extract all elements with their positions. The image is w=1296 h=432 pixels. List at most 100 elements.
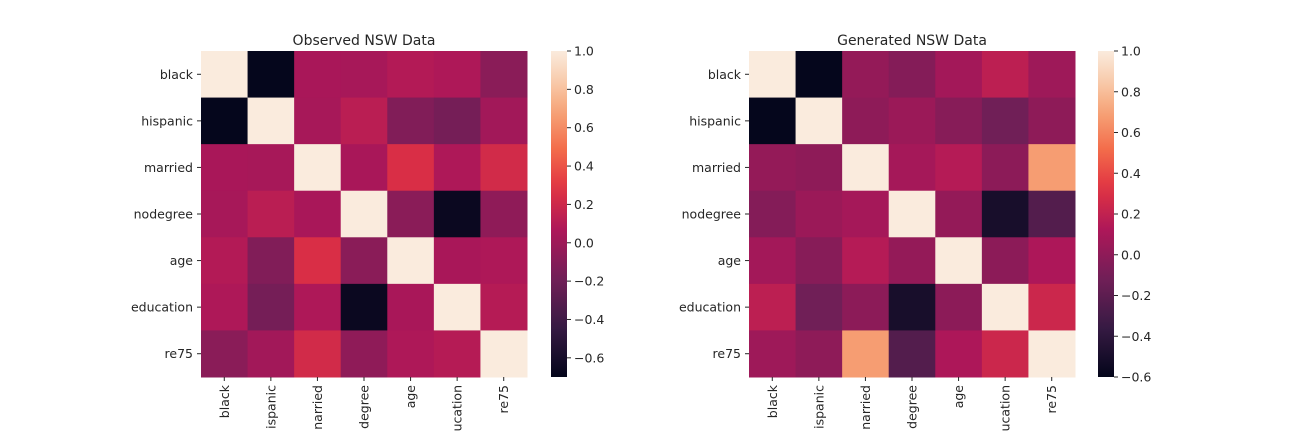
heatmap-cell [981,237,1029,285]
heatmap-cell [842,51,890,99]
heatmap-panel-1: Observed NSW Data black hispanic married nod… [131,33,604,431]
heatmap-cell [981,51,1029,99]
heatmap-cell [842,144,890,192]
y-tick-label: education [131,300,193,315]
heatmap-cell [480,51,528,99]
heatmap-cell [294,237,342,285]
heatmap-cell [749,190,797,238]
heatmap-cell [1028,237,1076,285]
x-tick-label: ispanic [263,385,278,429]
heatmap-cell [433,330,481,378]
y-tick-label: nodegree [134,207,194,222]
heatmap-cell [433,283,481,331]
heatmap-cell [294,97,342,145]
heatmap-cell [247,51,295,99]
heatmap-cell [1028,283,1076,331]
heatmap-cell [981,97,1029,145]
x-tick-label: black [217,384,232,418]
heatmap-cell [842,190,890,238]
heatmap-cell [340,51,388,99]
heatmap-cell [480,144,528,192]
heatmap-cell [480,190,528,238]
heatmap-cell [795,51,843,99]
heatmap-cell [1028,144,1076,192]
y-tick-label: black [160,67,194,82]
heatmap-panel-2: Generated NSW Data black hispanic married no… [679,33,1151,431]
heatmap-cell [842,283,890,331]
heatmap-cell [247,190,295,238]
colorbar-tick-label: −0.2 [1121,288,1151,303]
colorbar-tick-label: −0.4 [1121,329,1151,344]
heatmap-cell [981,330,1029,378]
y-tick-label: education [679,300,741,315]
heatmap-cell [1028,51,1076,99]
y-tick-label: age [718,253,742,268]
heatmap-cell [888,283,936,331]
heatmap-cell [433,190,481,238]
heatmap-cell [387,237,435,285]
heatmap-cell [387,190,435,238]
x-tick-label: narried [310,385,325,430]
heatmap-cell [433,237,481,285]
heatmap-cell [247,283,295,331]
heatmap-cell [387,283,435,331]
heatmap-cell [247,144,295,192]
heatmap-cell [935,283,983,331]
heatmap-cell [247,97,295,145]
heatmap-cell [294,190,342,238]
colorbar-tick-label: −0.6 [574,350,604,365]
x-tick-label: age [403,385,418,409]
heatmap-cell [935,237,983,285]
colorbar-tick-label: 0.2 [1121,207,1141,222]
x-tick-label: narried [858,385,873,430]
heatmap-cell [795,237,843,285]
heatmap-cell [888,237,936,285]
colorbar-tick-label: 0.4 [1121,166,1141,181]
heatmap-cell [340,144,388,192]
heatmap-cell [387,330,435,378]
colorbar-tick-label: −0.2 [574,274,604,289]
x-tick-label: ucation [450,385,465,431]
heatmap-cell [935,144,983,192]
heatmap-cell [935,97,983,145]
heatmap-cell [201,190,249,238]
heatmap-cell [749,330,797,378]
heatmap-cell [433,51,481,99]
x-tick-label: black [765,384,780,418]
y-tick-label: nodegree [682,207,742,222]
colorbar-tick-label: 0.8 [1121,84,1141,99]
y-tick-label: hispanic [141,113,193,128]
heatmap-cell [795,190,843,238]
colorbar-tick-label: 0.8 [574,82,594,97]
heatmap-cell [433,144,481,192]
y-tick-label: re75 [165,346,193,361]
chart-title: Observed NSW Data [293,33,436,49]
heatmap-cell [201,144,249,192]
heatmap-cell [201,51,249,99]
colorbar-tick-label: 0.4 [574,159,594,174]
y-tick-label: black [708,67,742,82]
heatmap-cell [935,51,983,99]
x-tick-label: degree [357,385,372,429]
heatmap-cell [981,144,1029,192]
heatmap-cell [480,97,528,145]
heatmap-cell [749,51,797,99]
heatmap-cell [340,283,388,331]
heatmap-cell [935,330,983,378]
heatmap-cell [294,144,342,192]
x-tick-label: age [951,385,966,409]
heatmap-cell [981,190,1029,238]
heatmap-cell [433,97,481,145]
heatmap-cell [795,283,843,331]
heatmap-cell [888,190,936,238]
heatmap-cell [294,330,342,378]
heatmap-cell [981,283,1029,331]
heatmap-cell [387,51,435,99]
y-tick-label: re75 [713,346,741,361]
colorbar-tick-label: −0.4 [574,312,604,327]
heatmap-cell [795,330,843,378]
heatmap-cell [842,330,890,378]
heatmap-cell [795,144,843,192]
heatmap-cell [842,97,890,145]
heatmap-cell [201,283,249,331]
